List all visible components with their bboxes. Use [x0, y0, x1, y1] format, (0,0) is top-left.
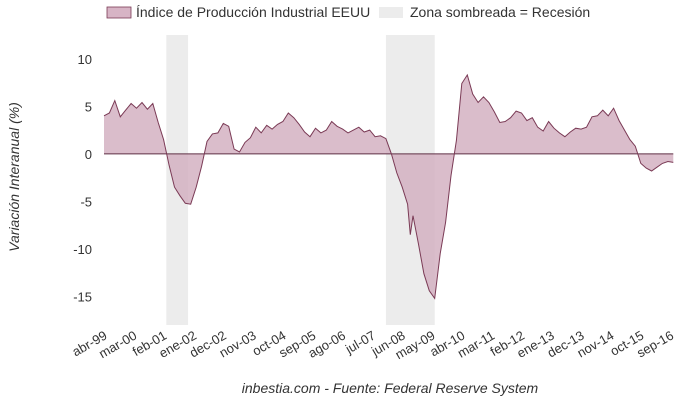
- legend-label-recession: Zona sombreada = Recesión: [410, 4, 590, 20]
- y-tick-label: 0: [85, 147, 92, 162]
- legend: Índice de Producción Industrial EEUU Zon…: [106, 4, 590, 20]
- recession-bands: [166, 35, 435, 325]
- y-axis-ticks: 10 5 0 -5 -10 -15: [73, 52, 92, 305]
- x-axis-ticks: abr-99mar-00feb-01ene-02dec-02nov-03oct-…: [69, 328, 676, 363]
- y-tick-label: -10: [73, 242, 92, 257]
- legend-label-series: Índice de Producción Industrial EEUU: [136, 4, 370, 20]
- y-tick-label: 10: [78, 52, 92, 67]
- series-line: [103, 73, 674, 300]
- series-area: [104, 74, 674, 299]
- source-credit: inbestia.com - Fuente: Federal Reserve S…: [242, 380, 539, 396]
- y-axis-title: Variación Interanual (%): [6, 102, 22, 252]
- legend-swatch-series: [106, 6, 132, 19]
- y-tick-label: 5: [85, 99, 92, 114]
- area-layer: [103, 73, 674, 300]
- y-tick-label: -5: [80, 194, 92, 209]
- legend-swatch-recession: [379, 7, 403, 18]
- y-tick-label: -15: [73, 289, 92, 304]
